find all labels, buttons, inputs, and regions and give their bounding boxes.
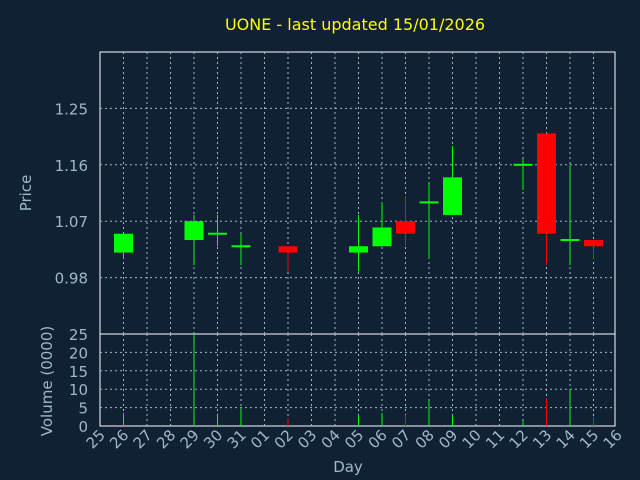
x-ticks: 2526272829303101020304050607080910111213… (83, 426, 626, 452)
volume-tick-label: 0 (78, 418, 88, 436)
x-tick-label: 13 (529, 426, 555, 452)
x-tick-label: 12 (506, 426, 532, 452)
x-tick-label: 31 (224, 426, 250, 452)
volume-tick-label: 5 (78, 400, 88, 418)
price-y-ticks: 0.98 1.07 1.16 1.25 (55, 100, 88, 287)
candle-body (278, 246, 298, 253)
volume-tick-label: 15 (69, 363, 88, 381)
candle-body (419, 201, 439, 204)
candle-body (231, 245, 251, 248)
volume-tick-label: 20 (69, 344, 88, 362)
x-tick-label: 08 (412, 426, 438, 452)
candle-body (208, 232, 227, 235)
volume-axis-label: Volume (0000) (38, 326, 56, 436)
x-tick-label: 11 (482, 426, 508, 452)
candle-body (349, 246, 368, 253)
candle-body (184, 221, 204, 240)
x-tick-label: 02 (271, 426, 297, 452)
candle-body (114, 233, 133, 253)
x-tick-label: 07 (388, 426, 414, 452)
x-tick-label: 10 (459, 426, 485, 452)
x-tick-label: 14 (553, 426, 579, 452)
x-tick-label: 15 (576, 426, 602, 452)
candles (114, 133, 603, 272)
volume-tick-label: 25 (69, 326, 88, 344)
x-tick-label: 27 (130, 426, 156, 452)
x-tick-label: 06 (365, 426, 391, 452)
candle-body (584, 240, 603, 247)
candle-body (513, 163, 533, 166)
candle-body (560, 239, 580, 241)
x-tick-label: 26 (106, 426, 132, 452)
volume-tick-label: 10 (69, 381, 88, 399)
volume-panel-frame (99, 333, 616, 427)
candle-body (537, 133, 556, 234)
candle-body (396, 221, 415, 234)
price-tick-label: 0.98 (55, 270, 88, 288)
x-tick-label: 01 (247, 426, 273, 452)
candle-body (372, 227, 392, 247)
x-tick-label: 04 (318, 426, 344, 452)
volume-bars (123, 334, 594, 426)
price-axis-label: Price (17, 175, 35, 212)
x-tick-label: 05 (341, 426, 367, 452)
x-tick-label: 09 (435, 426, 461, 452)
chart-title: UONE - last updated 15/01/2026 (225, 15, 485, 34)
price-tick-label: 1.16 (55, 157, 88, 175)
x-tick-label: 16 (600, 426, 626, 452)
x-tick-label: 03 (294, 426, 320, 452)
candle-body (443, 177, 462, 215)
volume-grid (100, 334, 615, 426)
x-axis-label: Day (333, 458, 363, 476)
x-tick-label: 30 (200, 426, 226, 452)
x-tick-label: 28 (153, 426, 179, 452)
price-tick-label: 1.25 (55, 100, 88, 118)
x-tick-label: 29 (177, 426, 203, 452)
price-tick-label: 1.07 (55, 213, 88, 231)
